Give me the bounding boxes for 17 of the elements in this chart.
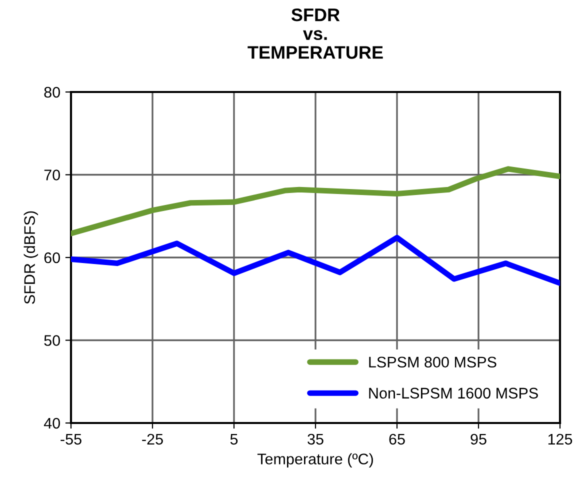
legend-label: LSPSM 800 MSPS bbox=[369, 356, 496, 368]
legend-label: Non-LSPSM 1600 MSPS bbox=[369, 388, 538, 399]
y-tick-label: 60 bbox=[44, 252, 60, 264]
x-axis-title: Temperature (ºC) bbox=[257, 453, 373, 468]
x-tick-label: -25 bbox=[142, 434, 163, 445]
x-tick-label: 5 bbox=[230, 434, 238, 445]
y-tick-label: 80 bbox=[44, 86, 60, 98]
x-tick-label: 95 bbox=[470, 434, 486, 445]
y-tick-label: 50 bbox=[44, 335, 60, 346]
chart-title: SFDR vs. TEMPERATURE bbox=[248, 8, 383, 59]
x-tick-label: 65 bbox=[389, 434, 405, 445]
x-tick-label: 125 bbox=[548, 434, 572, 445]
y-axis-title: SFDR (dBFS) bbox=[24, 211, 38, 304]
x-tick-label: -55 bbox=[60, 434, 82, 445]
y-tick-label: 40 bbox=[44, 418, 60, 429]
x-tick-label: 35 bbox=[308, 434, 324, 445]
y-tick-label: 70 bbox=[44, 170, 60, 180]
